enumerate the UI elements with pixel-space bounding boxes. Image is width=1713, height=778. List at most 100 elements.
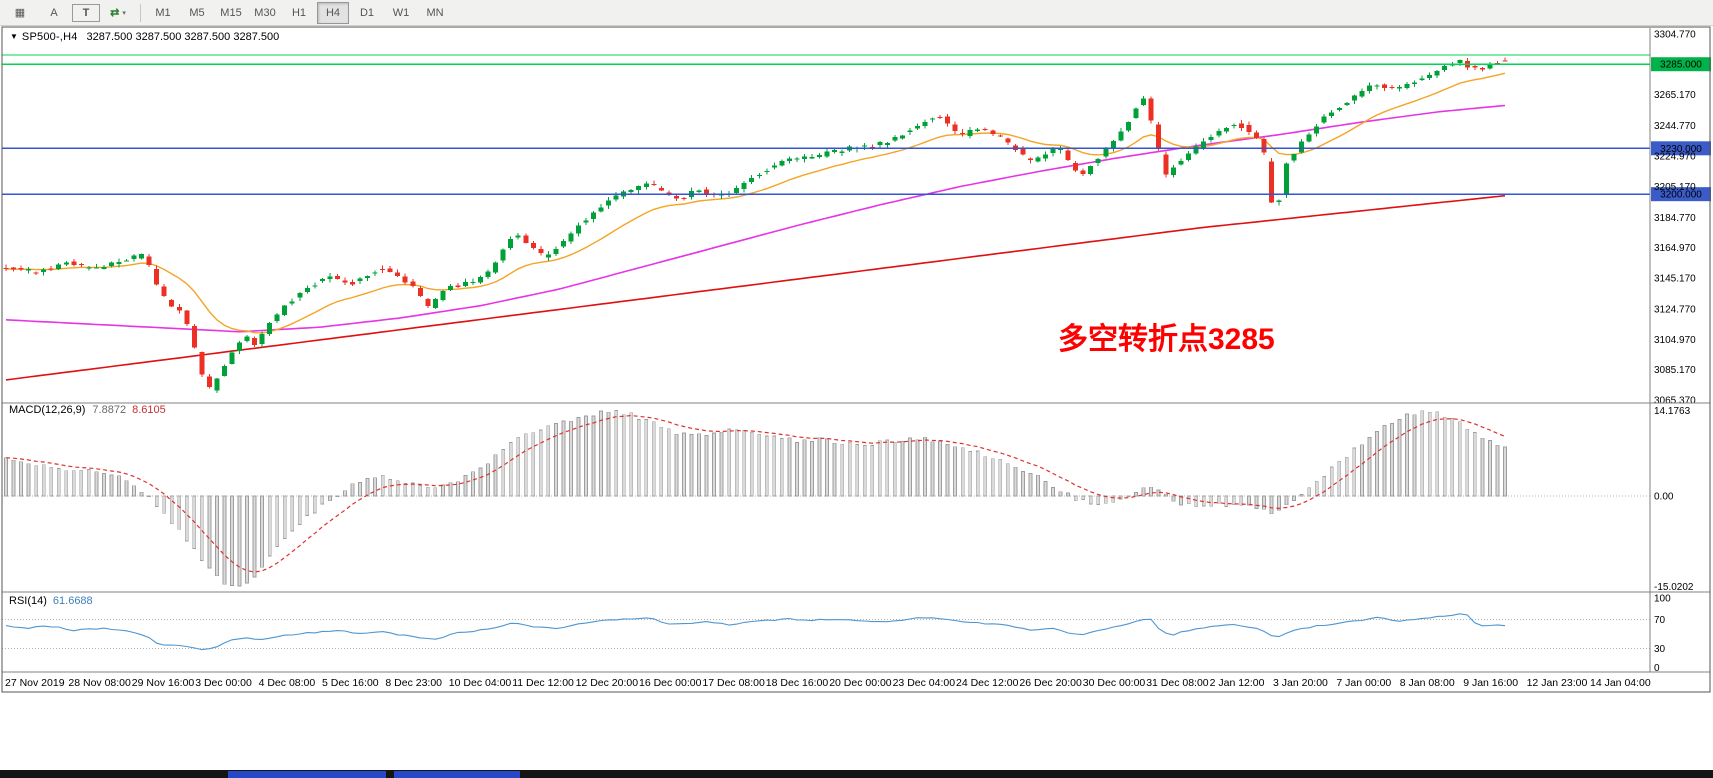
macd-label: MACD(12,26,9) 7.8872 8.6105 [9,404,166,416]
candle-body [1494,62,1500,64]
macd-name: MACD(12,26,9) [9,404,86,416]
macd-bar [945,444,950,497]
macd-bar [712,432,716,497]
timeframe-button-m15[interactable]: M15 [220,6,242,19]
candles-group [3,57,1508,394]
macd-bar [523,433,528,497]
grid-icon[interactable]: ▦ [4,2,36,24]
macd-bar [478,467,483,497]
candle-body [365,276,371,278]
candle-body [666,192,672,195]
macd-bar [86,469,91,497]
candle-body [997,135,1003,137]
collapse-icon[interactable]: ▼ [10,32,18,41]
macd-bar [1149,486,1153,497]
candle-body [1020,148,1026,155]
candle-body [1148,98,1154,121]
price-axis-tick: 3124.770 [1654,305,1696,316]
macd-bar [1299,494,1304,497]
macd-bar [267,495,272,557]
timeframe-button-m30[interactable]: M30 [254,6,276,19]
candle-body [1118,131,1124,141]
macd-bar [1412,414,1417,497]
timeframe-button-h4[interactable]: H4 [317,1,349,24]
candle-body [493,262,499,273]
candle-body [786,158,792,161]
macd-bar [892,441,897,497]
candle-body [1216,131,1222,136]
price-axis-tick: 3244.770 [1654,121,1696,132]
macd-bar [1239,495,1244,506]
candle-body [312,285,318,287]
time-axis-label: 23 Dec 04:00 [893,677,956,689]
macd-bar [380,474,385,497]
candle-body [673,195,679,199]
chevron-down-icon: ▾ [122,9,126,17]
price-axis-tick: 3104.970 [1654,335,1696,346]
timeframe-button-w1[interactable]: W1 [392,6,410,19]
time-axis-label: 10 Dec 04:00 [449,677,512,689]
macd-bar [1382,425,1387,497]
price-axis[interactable]: 3304.770 3265.170 3244.770 3224.970 3205.170… [1654,30,1696,407]
candle-body [832,150,838,152]
candle-body [267,323,273,335]
timeframe-button-m1[interactable]: M1 [155,6,171,19]
macd-bar [1254,495,1259,509]
macd-bar [260,495,264,568]
candle-body [952,124,958,132]
time-axis[interactable]: 27 Nov 2019 28 Nov 08:00 29 Nov 16:00 3 Dec… [5,677,1651,689]
ma-slow-line[interactable] [5,194,1506,381]
candle-body [545,254,551,258]
price-axis-tick: 3184.770 [1654,213,1696,224]
macd-pane[interactable]: 14.1763 0.00 -15.0202 [2,406,1694,593]
text-tool[interactable]: T [72,3,100,22]
macd-bar [795,442,799,497]
macd-bar [94,471,99,497]
candle-body [478,277,484,283]
time-axis-label: 12 Jan 23:00 [1527,677,1588,689]
candle-body [892,137,898,141]
timeframe-button-h1[interactable]: H1 [291,6,307,19]
price-axis-tick: 3145.170 [1654,274,1696,285]
candle-body [1284,163,1290,195]
macd-bar [1216,495,1221,504]
macd-bar [621,414,626,497]
rsi-value: 61.6688 [52,595,93,607]
time-axis-label: 3 Dec 00:00 [195,677,252,689]
timeframe-button-d1[interactable]: D1 [359,6,375,19]
macd-bar [1495,444,1500,497]
candle-body [1125,122,1131,131]
macd-bar [554,423,558,497]
chart-canvas[interactable]: 3285.000 3230.000 3200.000 3304.770 3265.170… [0,26,1713,778]
macd-bar [975,450,980,497]
candle-body [101,267,107,269]
candle-body [817,154,823,158]
rsi-pane[interactable]: 100 70 30 0 [2,594,1671,675]
macd-bar [1156,489,1161,497]
timeframe-button-m5[interactable]: M5 [189,6,205,19]
chart-annotation-text[interactable]: 多空转折点3285 [1058,323,1275,356]
macd-bar [1503,446,1507,497]
macd-bar [599,410,603,497]
time-axis-label: 12 Dec 20:00 [576,677,639,689]
candle-body [395,272,401,277]
cycle-tool[interactable]: ⇄ ▾ [102,2,134,24]
candle-body [176,307,182,311]
macd-bar [606,411,611,497]
candle-body [1140,98,1146,105]
candle-body [1366,85,1372,91]
candle-body [432,298,438,309]
timeframe-button-mn[interactable]: MN [426,6,444,19]
bottom-window-sliver[interactable] [0,770,1713,778]
macd-bar [1081,495,1086,500]
macd-bar [817,437,822,497]
cursor-a-tool[interactable]: A [38,2,70,24]
macd-bar [508,442,513,497]
candle-body [734,187,740,193]
main-price-pane[interactable] [3,57,1508,394]
candle-body [410,281,416,286]
candle-body [1073,162,1079,171]
ma-fast-line[interactable] [5,72,1506,334]
candle-body [33,272,39,274]
candle-body [696,190,702,192]
